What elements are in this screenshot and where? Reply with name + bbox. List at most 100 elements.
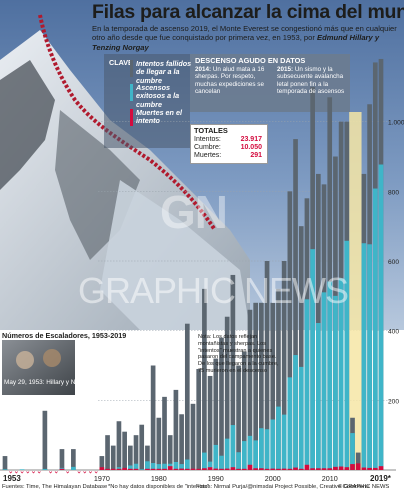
bar-summits-1985	[184, 459, 190, 470]
bar-summits-1984	[179, 464, 184, 470]
bar-attempts-1974	[122, 431, 127, 470]
key-title: CLAVE	[109, 58, 133, 67]
y-tick-label: 400	[388, 329, 399, 336]
key-item-success: Ascensos exitosos a la cumbre	[136, 83, 180, 109]
bar-summits-1994	[236, 452, 241, 470]
no-data-marker-1959	[37, 471, 41, 474]
bar-deaths-2014	[350, 464, 355, 470]
chart-note: Nota: Los datos reflejan montañistas y s…	[198, 334, 279, 374]
bar-deaths-1974	[122, 467, 127, 470]
y-tick-label: 1.000	[388, 120, 404, 127]
bar-summits-2018	[372, 188, 378, 470]
portrait-photo	[2, 340, 75, 395]
bar-summits-2012	[338, 278, 344, 470]
footer-sources: Fuentes: Time, The Himalayan Database	[2, 484, 108, 490]
footer-photos: Fotos: Nirmal Purja/@nimsdai Project Pos…	[196, 484, 370, 490]
no-data-marker-1969	[94, 471, 98, 474]
watermark-logo: GN	[160, 186, 228, 238]
bar-deaths-1981	[162, 468, 167, 470]
bar-summits-2013	[344, 240, 350, 470]
deadly-box-bg	[190, 54, 350, 112]
totals-box	[190, 124, 268, 164]
bar-deaths-1993	[230, 467, 236, 470]
x-tick-label: 2010	[322, 474, 338, 483]
bar-attempts-1979	[150, 365, 156, 470]
totals-title: TOTALES	[194, 126, 228, 135]
bar-summits-1965	[71, 466, 76, 470]
bar-deaths-1990	[213, 468, 219, 470]
no-data-marker-1956	[20, 471, 24, 474]
bar-deaths-1985	[184, 468, 190, 470]
rock-face	[0, 60, 55, 190]
bar-deaths-2001	[276, 468, 281, 470]
bar-summits-1979	[150, 463, 156, 470]
bar-summits-1990	[213, 444, 219, 470]
key-swatch-success	[130, 84, 133, 101]
bar-deaths-2003	[287, 468, 293, 470]
bar-summits-2004	[293, 355, 298, 470]
bar-attempts-2001	[276, 288, 281, 470]
bar-attempts-1995	[241, 351, 247, 470]
deadly-2014: 2014: Un alud mata a 16 sherpas. Por res…	[195, 66, 265, 96]
y-tick-label: 800	[388, 189, 399, 196]
page-title: Filas para alcanzar la cima del mundo	[92, 1, 404, 23]
norgay-face	[43, 349, 61, 367]
bar-deaths-1978	[145, 468, 150, 470]
bar-deaths-2015	[355, 463, 361, 470]
bar-summits-1960	[42, 468, 48, 470]
bar-deaths-2009	[321, 468, 327, 470]
bar-attempts-1998	[259, 302, 264, 470]
bar-attempts-1972	[110, 445, 116, 470]
no-data-marker-1966	[77, 471, 81, 474]
bar-deaths-1987	[196, 468, 202, 470]
bar-summits-2003	[287, 377, 293, 470]
bar-attempts-1996	[247, 309, 253, 470]
bar-deaths-2013	[344, 467, 350, 470]
highlight-band	[349, 112, 362, 470]
key-item-deaths: Muertes en el intento	[136, 108, 182, 126]
highlight-2014-2015	[349, 112, 362, 470]
key-swatch-failed	[130, 60, 133, 77]
bar-deaths-1982	[167, 466, 173, 470]
bar-summits-2009	[321, 292, 327, 470]
bar-deaths-2012	[338, 466, 344, 470]
bar-attempts-1994	[236, 365, 241, 470]
bar-attempts-2015	[355, 452, 361, 470]
bar-attempts-2002	[281, 261, 287, 470]
y-tick-label: 600	[388, 259, 399, 266]
x-tick-label: 1953	[3, 474, 21, 483]
bar-summits-1997	[253, 440, 259, 470]
bar-summits-2005	[298, 366, 304, 470]
x-tick-label: 1980	[151, 474, 167, 483]
bar-attempts-1977	[139, 424, 145, 470]
bar-summits-2002	[281, 414, 287, 470]
bar-attempts-1993	[230, 274, 236, 470]
bar-attempts-1982	[167, 435, 173, 470]
bar-summits-1983	[173, 461, 179, 470]
bar-summits-1989	[207, 461, 213, 470]
bar-summits-2000	[270, 419, 276, 470]
bar-attempts-1980	[156, 417, 162, 470]
bar-attempts-1997	[253, 302, 259, 470]
bar-deaths-1972	[110, 468, 116, 470]
bar-deaths-2002	[281, 468, 287, 470]
bar-deaths-1998	[259, 468, 264, 470]
deadly-title: DESCENSO AGUDO EN DATOS	[195, 56, 306, 65]
deadly-2015: 2015: Un sismo y la subsecuente avalanch…	[277, 66, 345, 96]
climber-queue	[38, 14, 217, 232]
bar-deaths-2018	[372, 467, 378, 470]
bar-deaths-2019	[378, 466, 384, 470]
bar-deaths-1994	[236, 468, 241, 470]
subtitle: En la temporada de ascenso 2019, el Mont…	[92, 24, 397, 52]
no-data-marker-1961	[49, 471, 53, 474]
bar-attempts-2003	[287, 191, 293, 471]
x-axis-ticks: 1970 1980 1990 2000 2010	[94, 474, 338, 483]
bar-summits-1953	[2, 469, 8, 470]
bar-attempts-1988	[202, 288, 207, 470]
footer-nodata: *No hay datos disponibles de "intentos"	[108, 484, 210, 490]
no-data-marker-1968	[88, 471, 92, 474]
bar-summits-2001	[276, 406, 281, 470]
bar-summits-2017	[367, 244, 372, 470]
bar-deaths-2006	[304, 464, 310, 470]
